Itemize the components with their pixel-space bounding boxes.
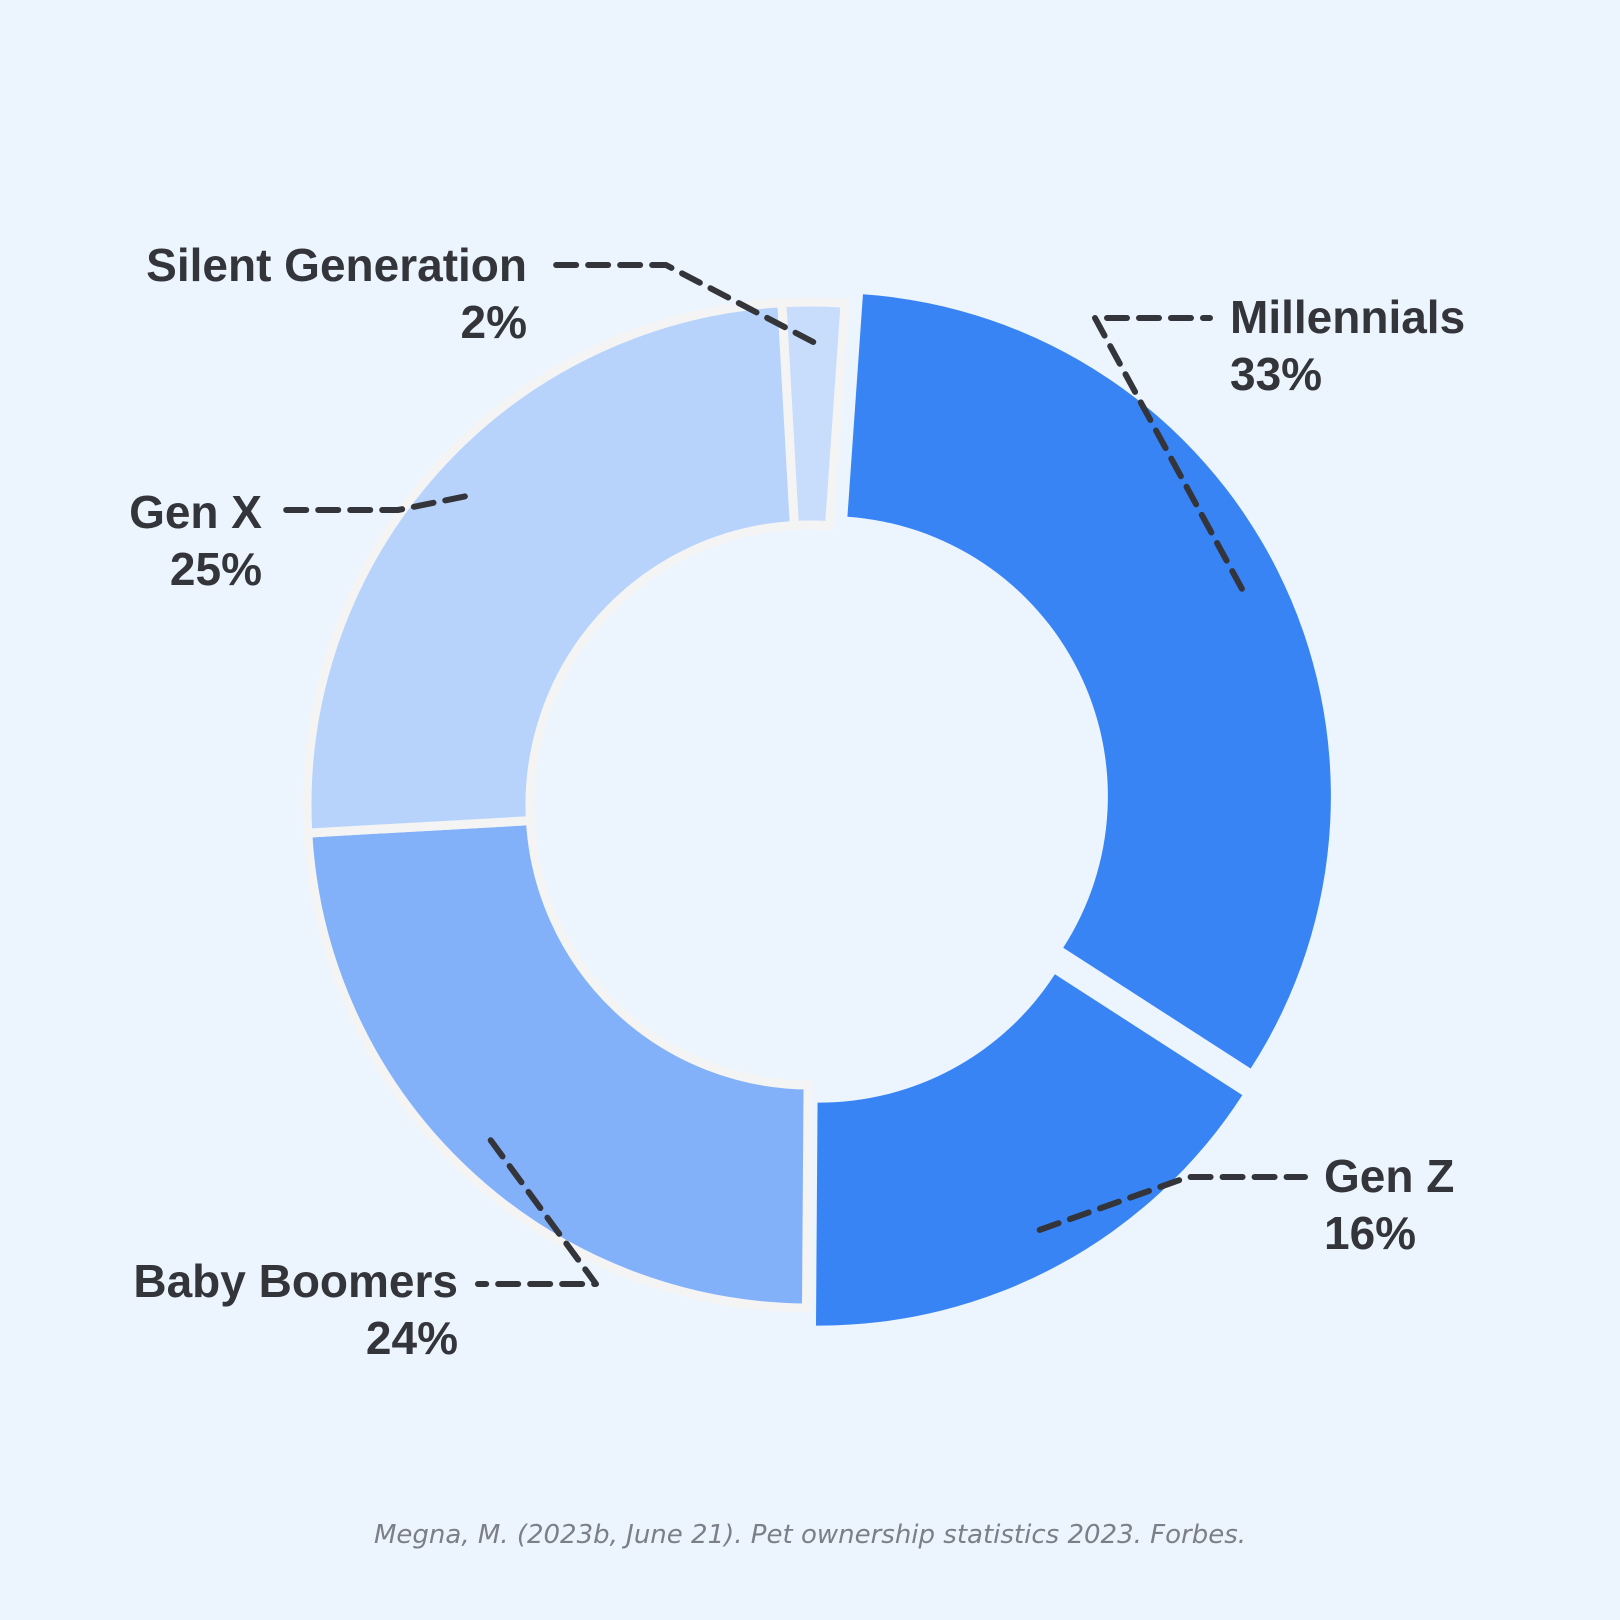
slice-gen-z [816, 974, 1243, 1326]
value-label-millennials: 33% [1230, 348, 1322, 400]
value-label-gen-z: 16% [1324, 1207, 1416, 1259]
slice-baby-boomers [303, 815, 813, 1313]
label-gen-x: Gen X [129, 486, 262, 538]
callout-line-silent-generation [542, 262, 817, 346]
slice-millennials [847, 294, 1331, 1069]
callout-line-gen-x [275, 493, 468, 513]
label-millennials: Millennials [1230, 291, 1465, 343]
label-silent-generation: Silent Generation [146, 239, 527, 291]
label-gen-z: Gen Z [1324, 1150, 1454, 1202]
label-baby-boomers: Baby Boomers [133, 1255, 458, 1307]
chart-callouts [275, 262, 1308, 1287]
callout-line-baby-boomers [475, 1137, 599, 1287]
source-citation: Megna, M. (2023b, June 21). Pet ownershi… [373, 1520, 1247, 1550]
chart-slices [302, 294, 1331, 1326]
slice-gen-x [302, 298, 800, 838]
slice-silent-generation [777, 297, 850, 531]
value-label-gen-x: 25% [170, 543, 262, 595]
callout-line-millennials [1092, 315, 1245, 592]
value-label-silent-generation: 2% [461, 296, 527, 348]
value-label-baby-boomers: 24% [366, 1312, 458, 1364]
callout-line-gen-z [1036, 1174, 1308, 1233]
